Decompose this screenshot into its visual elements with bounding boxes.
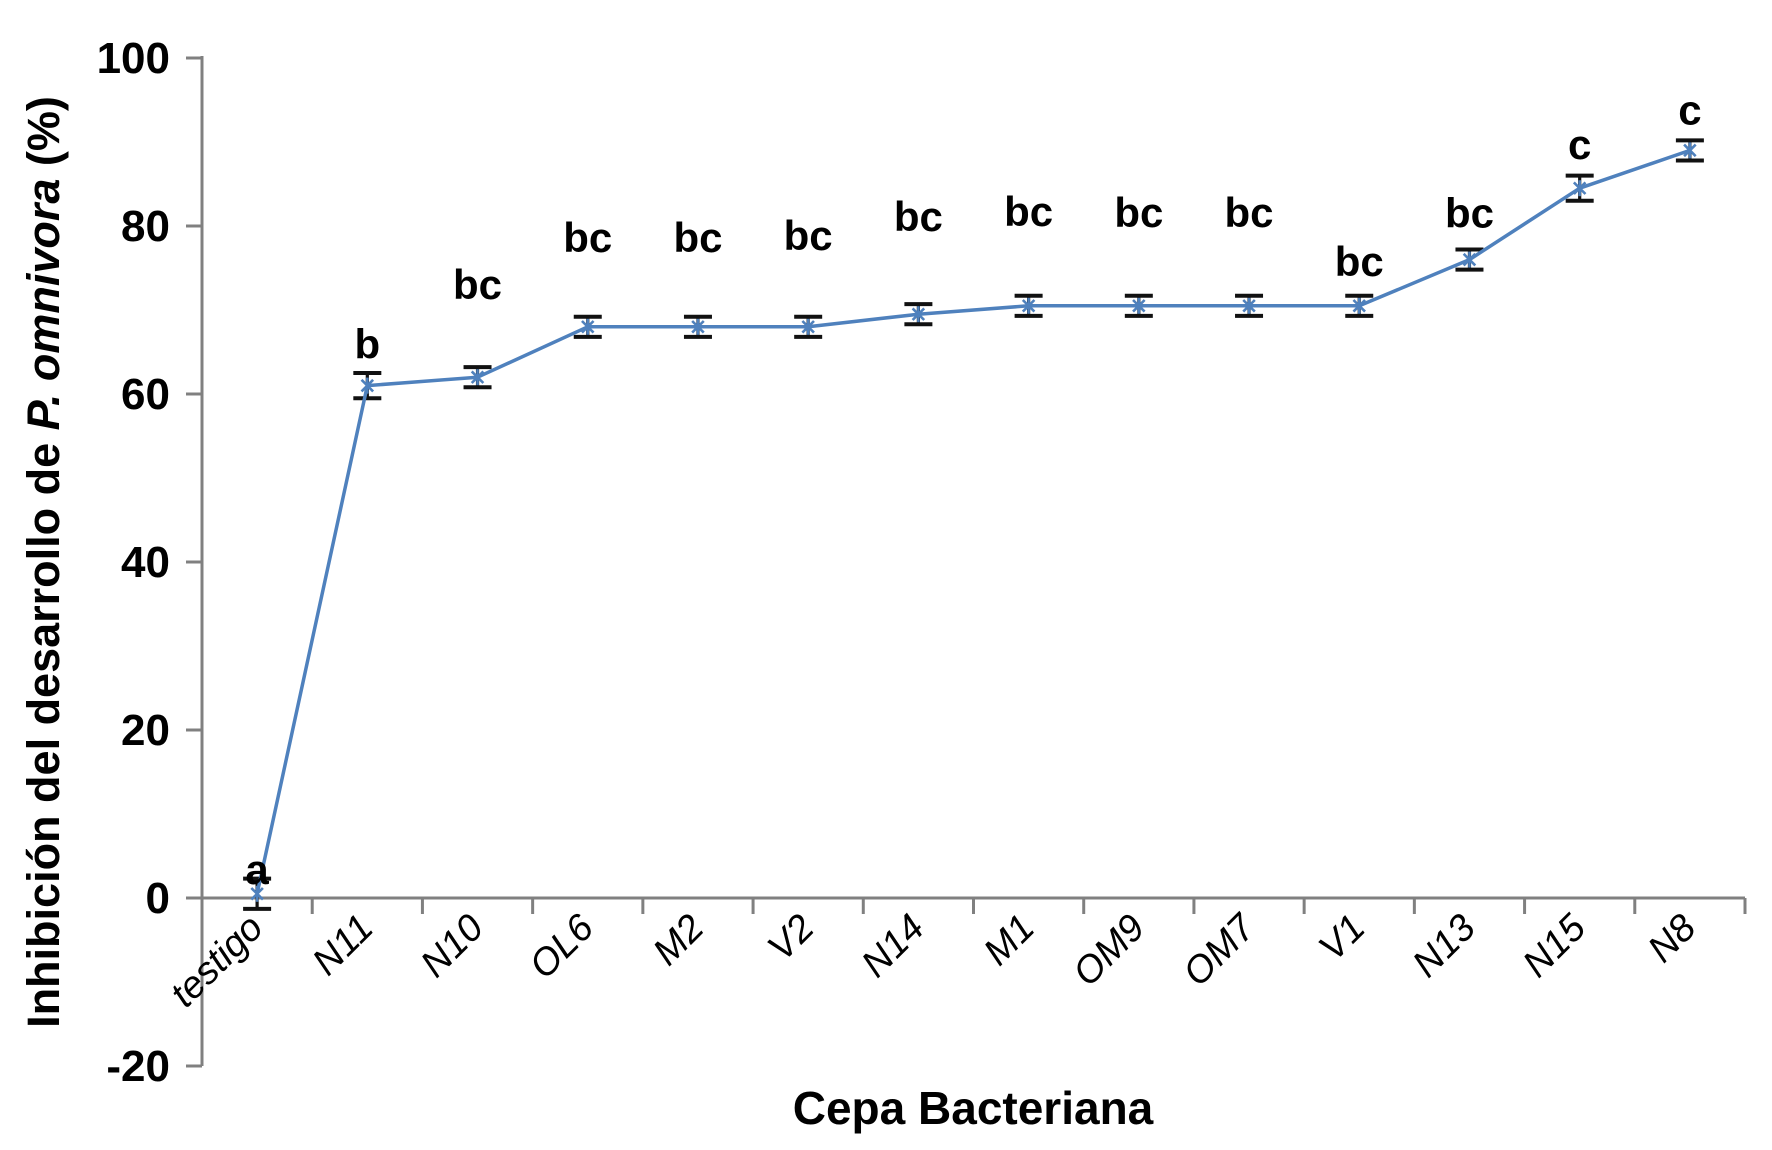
y-axis-title-suffix: (%)	[18, 96, 69, 179]
y-tick-label: -20	[106, 1042, 170, 1091]
data-point-marker	[250, 887, 264, 901]
data-point-marker	[1352, 299, 1366, 313]
category-label: N13	[1405, 907, 1484, 986]
y-tick-label: 0	[146, 874, 170, 923]
significance-letter: bc	[1225, 189, 1274, 236]
category-label: OL6	[522, 906, 603, 987]
data-point-marker	[1683, 143, 1697, 158]
significance-letter: bc	[453, 261, 502, 308]
category-label: M1	[976, 907, 1043, 974]
y-axis-title-species: P. omnivora	[18, 178, 69, 431]
y-tick-label: 20	[121, 706, 170, 755]
category-label: testigo	[163, 907, 272, 1016]
y-axis-title-prefix: Inhibición del desarrollo de	[18, 430, 69, 1028]
significance-letter: bc	[673, 214, 722, 261]
data-point-marker	[1021, 299, 1036, 313]
data-point-marker	[801, 320, 815, 334]
category-label: V2	[760, 907, 823, 970]
significance-letter: bc	[1114, 189, 1163, 236]
category-label: V1	[1311, 907, 1374, 970]
data-point-marker	[691, 320, 705, 334]
y-tick-label: 60	[121, 370, 170, 419]
significance-letter: a	[245, 846, 269, 893]
category-label: OM9	[1065, 907, 1153, 995]
y-tick-label: 40	[121, 538, 170, 587]
data-point-marker	[911, 307, 926, 321]
category-label: N14	[854, 907, 933, 986]
series-line	[255, 148, 1691, 895]
significance-letter: c	[1568, 121, 1591, 168]
data-point-marker	[1462, 252, 1477, 267]
category-label: N8	[1640, 907, 1704, 971]
significance-letter: bc	[784, 212, 833, 259]
significance-letter: bc	[1445, 190, 1494, 237]
significance-letter: bc	[1004, 188, 1053, 235]
data-point-marker	[1572, 181, 1587, 195]
significance-letter: b	[354, 321, 380, 368]
category-label: N10	[413, 907, 492, 986]
category-label: N11	[305, 907, 382, 984]
data-point-marker	[581, 320, 595, 334]
data-point-marker	[1242, 299, 1256, 313]
category-label: N15	[1515, 906, 1595, 986]
category-label: M2	[645, 907, 712, 974]
data-point-marker	[360, 378, 375, 393]
y-axis-title: Inhibición del desarrollo de P. omnivora…	[18, 96, 70, 1028]
significance-letter: c	[1678, 86, 1701, 133]
significance-letter: bc	[894, 193, 943, 240]
data-point-marker	[1132, 299, 1146, 313]
significance-letter: bc	[563, 214, 612, 261]
y-tick-label: 100	[97, 34, 170, 83]
x-axis-title: Cepa Bacteriana	[792, 1082, 1154, 1134]
significance-letter: bc	[1335, 238, 1384, 285]
category-label: OM7	[1175, 905, 1264, 994]
y-tick-label: 80	[121, 202, 170, 251]
data-point-marker	[470, 370, 485, 384]
